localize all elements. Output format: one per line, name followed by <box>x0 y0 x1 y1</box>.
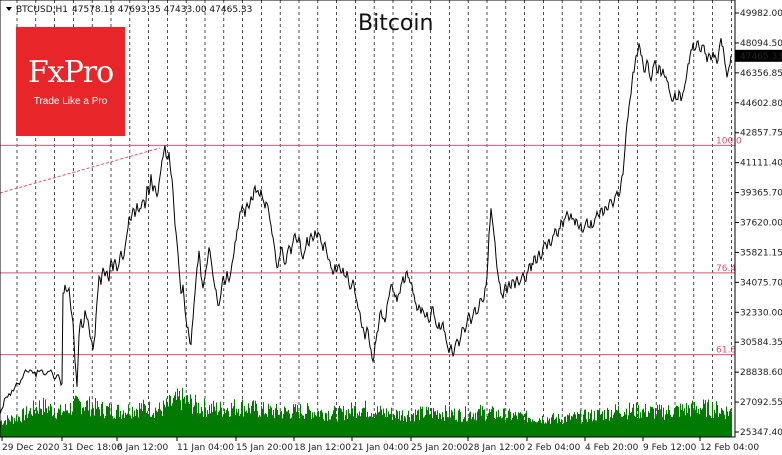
y-tick-label: 46356.85 <box>740 69 782 79</box>
chart-title: Bitcoin <box>358 11 433 36</box>
trend-line <box>0 147 161 194</box>
price-axis: 49982.00 48094.50 46356.85 44602.80 42857.75… <box>735 9 782 438</box>
x-tick-label: 4 Feb 20:00 <box>585 443 639 453</box>
fib-level-label: 76.4 <box>716 264 736 274</box>
current-price-label: 47465.33 <box>740 52 782 62</box>
y-tick-label: 35821.15 <box>740 248 782 258</box>
fib-level-label: 100.0 <box>716 136 742 146</box>
y-tick-label: 30584.35 <box>740 338 782 348</box>
plot-area-border <box>0 0 736 438</box>
y-tick-label: 44602.80 <box>740 99 782 109</box>
fibonacci-levels: 100.0 76.4 61.8 <box>0 136 742 356</box>
x-tick-label: 12 Feb 04:00 <box>700 443 759 453</box>
fxpro-logo: FxPro Trade Like a Pro <box>16 27 125 136</box>
y-tick-label: 48094.50 <box>740 39 782 49</box>
y-tick-label: 39365.70 <box>740 189 782 199</box>
ohlc-values: 47578.18 47693.35 47433.00 47465.33 <box>72 5 252 15</box>
y-tick-label: 42857.75 <box>740 129 782 139</box>
y-tick-label: 49982.00 <box>740 9 782 19</box>
y-tick-label: 34075.70 <box>740 278 782 288</box>
y-tick-label: 28838.60 <box>740 368 782 378</box>
chevron-down-icon[interactable] <box>6 7 12 11</box>
x-tick-label: 11 Jan 04:00 <box>177 443 234 453</box>
x-tick-label: 18 Jan 12:00 <box>294 443 351 453</box>
logo-brand: FxPro <box>27 55 114 90</box>
y-tick-label: 37620.00 <box>740 219 782 229</box>
y-tick-label: 41111.40 <box>740 159 782 169</box>
x-tick-label: 21 Jan 04:00 <box>352 443 409 453</box>
y-tick-label: 32330.00 <box>740 308 782 318</box>
x-tick-label: 28 Jan 12:00 <box>468 443 525 453</box>
price-series-line <box>0 38 732 415</box>
symbol-label: BTCUSD,H1 <box>16 5 68 15</box>
y-tick-label: 27092.55 <box>740 398 782 408</box>
x-tick-label: 9 Feb 12:00 <box>643 443 697 453</box>
time-axis: 29 Dec 2020 31 Dec 18:006 Jan 12:00 11 Jan… <box>1 437 759 453</box>
fib-level-label: 61.8 <box>716 346 736 356</box>
x-tick-label: 31 Dec 18:00 <box>62 443 123 453</box>
x-tick-label: 2 Feb 04:00 <box>527 443 581 453</box>
logo-tagline: Trade Like a Pro <box>33 96 108 107</box>
x-tick-label: 25 Jan 20:00 <box>411 443 468 453</box>
x-tick-label: 6 Jan 12:00 <box>117 443 169 453</box>
x-tick-label: 29 Dec 2020 <box>2 443 60 453</box>
current-price-marker <box>735 49 782 62</box>
y-tick-label: 25347.40 <box>740 428 782 438</box>
x-tick-label: 15 Jan 20:00 <box>236 443 293 453</box>
